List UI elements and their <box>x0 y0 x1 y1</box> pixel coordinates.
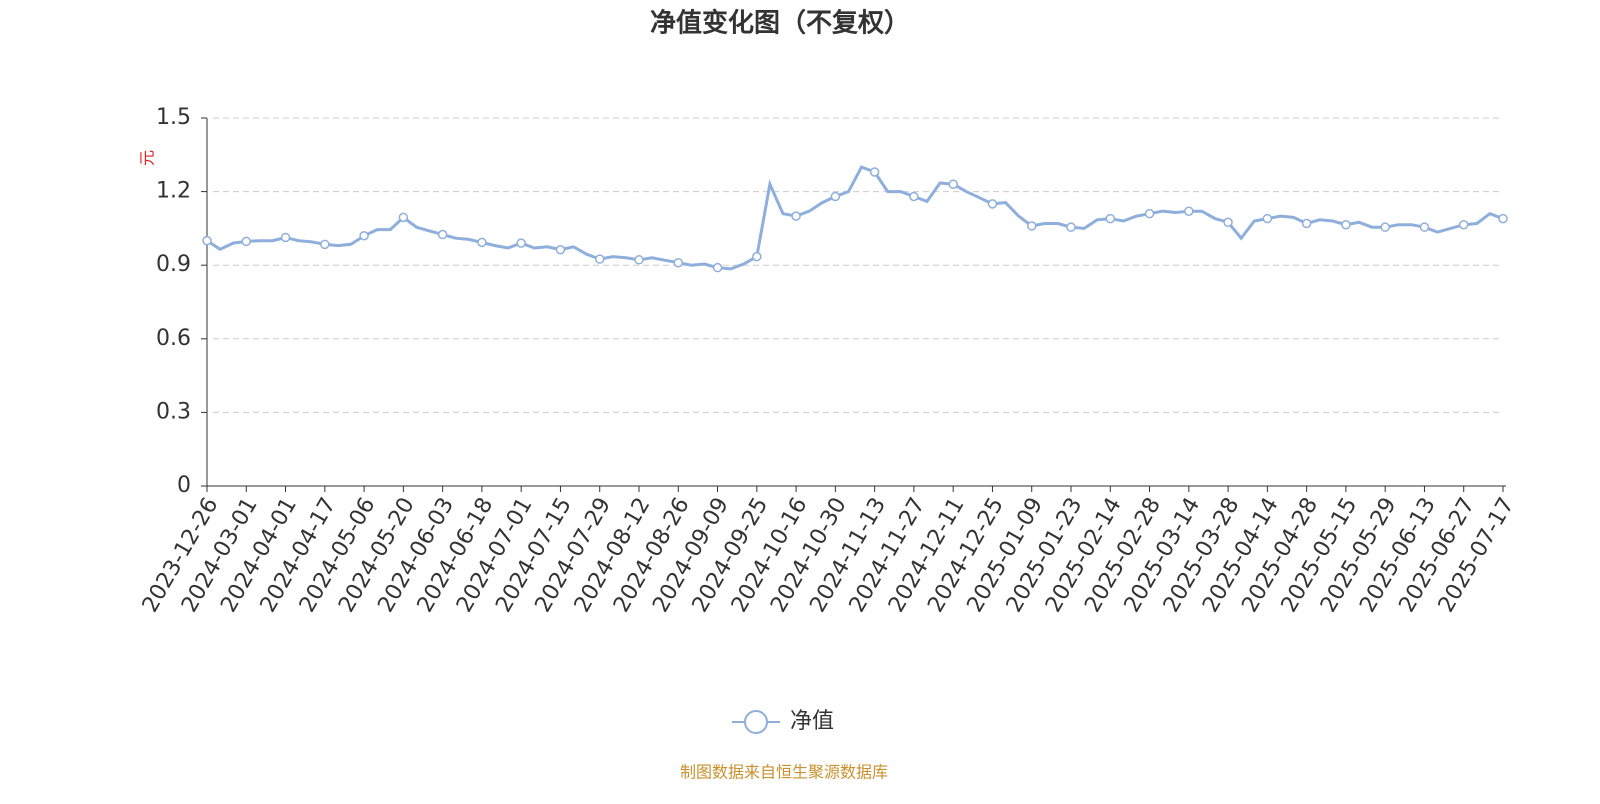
legend-label: 净值 <box>790 709 834 734</box>
source-note: 制图数据来自恒生聚源数据库 <box>680 763 888 782</box>
legend-marker <box>744 710 768 734</box>
y-tick-label: 0 <box>177 473 191 498</box>
data-point <box>359 231 369 241</box>
data-point <box>1262 213 1273 224</box>
data-point <box>1341 219 1351 230</box>
data-point <box>791 211 801 221</box>
data-point <box>1498 213 1508 224</box>
data-point <box>202 235 212 246</box>
data-point <box>673 257 684 268</box>
data-point <box>752 251 762 262</box>
data-point <box>987 199 998 209</box>
data-point <box>712 262 723 273</box>
data-point <box>516 238 526 248</box>
y-tick-label: 1.2 <box>156 179 191 204</box>
data-point <box>1066 222 1076 232</box>
data-point <box>280 232 291 243</box>
data-point <box>1458 219 1469 230</box>
data-point <box>398 212 409 223</box>
data-point <box>1184 206 1194 216</box>
data-point <box>1301 218 1312 229</box>
data-point <box>1419 222 1430 232</box>
data-point <box>1105 213 1116 224</box>
data-point <box>555 244 566 255</box>
data-point <box>477 237 487 248</box>
data-point <box>948 179 958 189</box>
data-point <box>437 229 448 240</box>
data-point <box>320 239 330 250</box>
y-tick-label: 0.6 <box>156 326 191 351</box>
data-point <box>830 191 841 202</box>
data-point <box>909 191 919 202</box>
data-point <box>869 167 880 177</box>
y-axis-label: 元 <box>138 150 157 166</box>
chart-title: 净值变化图（不复权） <box>650 8 910 39</box>
y-tick-label: 0.3 <box>156 399 191 424</box>
data-point <box>241 236 252 247</box>
y-tick-label: 1.5 <box>156 105 191 130</box>
data-point <box>634 255 644 265</box>
data-line <box>206 165 1504 271</box>
data-point <box>1380 222 1390 232</box>
data-point <box>1026 221 1037 231</box>
data-point <box>594 254 605 264</box>
data-point <box>1144 208 1155 219</box>
data-point <box>1223 217 1233 228</box>
y-tick-label: 0.9 <box>156 252 191 277</box>
